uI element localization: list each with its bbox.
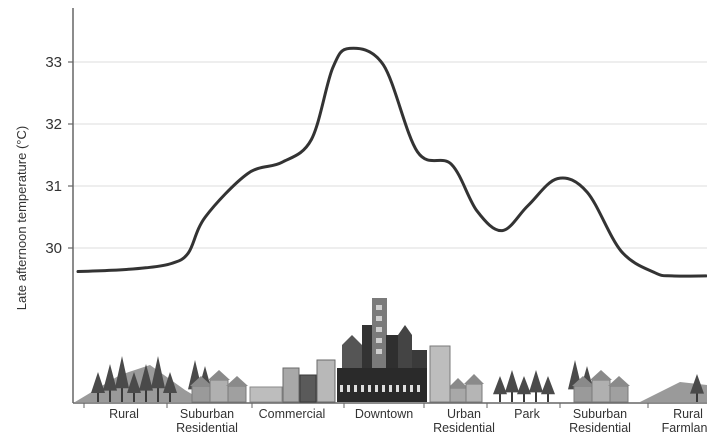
tree-trunk xyxy=(511,391,513,402)
house-icon xyxy=(574,386,592,402)
tree-icon xyxy=(103,364,117,391)
tree-icon xyxy=(505,370,519,392)
temperature-line xyxy=(78,48,706,276)
tree-icon xyxy=(115,356,129,388)
window xyxy=(403,385,406,392)
tree-trunk xyxy=(121,386,123,402)
house-roof xyxy=(208,370,230,380)
window xyxy=(382,385,385,392)
category-label: Farmland xyxy=(662,421,707,435)
y-tick-label: 32 xyxy=(45,116,62,133)
downtown-tower xyxy=(398,325,412,368)
category-label: Commercial xyxy=(259,407,326,421)
category-label: Rural xyxy=(673,407,703,421)
category-label: Urban xyxy=(447,407,481,421)
category-label: Residential xyxy=(176,421,238,435)
tree-trunk xyxy=(157,386,159,402)
commercial-building xyxy=(283,368,299,402)
category-label: Downtown xyxy=(355,407,413,421)
park-trees xyxy=(493,370,555,402)
urban-building xyxy=(430,346,450,402)
tree-icon xyxy=(541,376,555,394)
window xyxy=(389,385,392,392)
tree-trunk xyxy=(133,392,135,403)
house-icon xyxy=(228,386,246,402)
downtown-tower xyxy=(342,335,362,368)
landscape-illustration xyxy=(75,298,707,402)
house-icon xyxy=(592,380,610,402)
window xyxy=(376,327,382,332)
y-tick-label: 31 xyxy=(45,178,62,195)
category-label: Park xyxy=(514,407,540,421)
commercial-building xyxy=(317,360,335,402)
window xyxy=(376,305,382,310)
tree-trunk xyxy=(145,389,147,402)
window xyxy=(354,385,357,392)
y-tick-label: 30 xyxy=(45,240,62,257)
house-icon xyxy=(192,386,210,402)
window xyxy=(376,316,382,321)
house-icon xyxy=(466,384,482,402)
tree-icon xyxy=(493,376,507,394)
tree-trunk xyxy=(696,392,698,402)
tree-trunk xyxy=(169,392,171,403)
house-icon xyxy=(610,386,628,402)
window xyxy=(396,385,399,392)
commercial-building xyxy=(250,387,282,402)
house-icon xyxy=(450,388,466,402)
window xyxy=(361,385,364,392)
downtown-tower xyxy=(412,350,427,368)
house-roof xyxy=(608,376,630,386)
tree-trunk xyxy=(499,393,501,402)
window xyxy=(376,349,382,354)
category-label: Suburban xyxy=(573,407,627,421)
window xyxy=(368,385,371,392)
house-roof xyxy=(590,370,612,380)
category-label: Residential xyxy=(433,421,495,435)
tree-trunk xyxy=(97,392,99,403)
grid xyxy=(73,62,707,248)
tree-trunk xyxy=(535,391,537,402)
downtown-tower xyxy=(386,335,398,368)
tree-trunk xyxy=(547,393,549,402)
tree-trunk xyxy=(523,393,525,402)
tree-icon xyxy=(517,376,531,394)
category-label: Rural xyxy=(109,407,139,421)
window xyxy=(410,385,413,392)
commercial-building xyxy=(300,375,316,402)
category-label: Residential xyxy=(569,421,631,435)
house-roof xyxy=(226,376,248,386)
y-tick-label: 33 xyxy=(45,54,62,71)
house-roof xyxy=(464,374,484,384)
house-icon xyxy=(210,380,228,402)
window xyxy=(417,385,420,392)
window xyxy=(340,385,343,392)
window xyxy=(347,385,350,392)
y-axis-label: Late afternoon temperature (°C) xyxy=(14,126,29,310)
window xyxy=(375,385,378,392)
tree-icon xyxy=(91,372,105,393)
y-tick-labels: 30 31 32 33 xyxy=(45,54,73,257)
category-label: Suburban xyxy=(180,407,234,421)
tree-icon xyxy=(529,370,543,392)
window xyxy=(376,338,382,343)
tree-trunk xyxy=(109,389,111,402)
